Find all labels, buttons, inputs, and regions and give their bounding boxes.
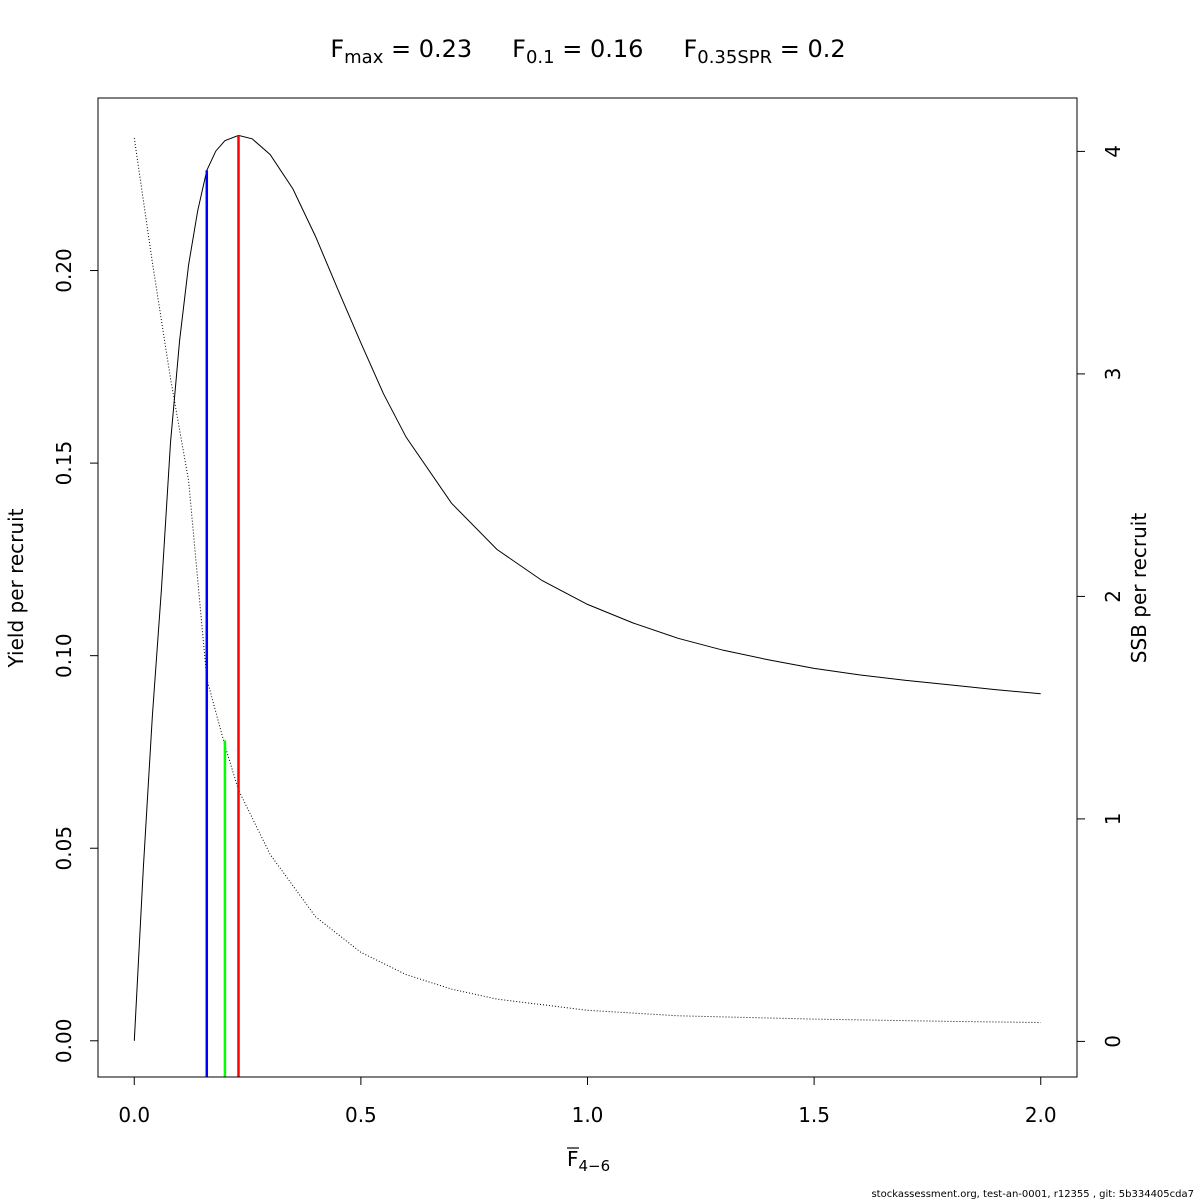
title-part-value: = 0.16 [555,35,644,63]
title-part-sub: max [344,47,384,68]
chart-title-text: Fmax = 0.23 F0.1 = 0.16 F0.35SPR = 0.2 [330,35,845,68]
y-axis-right: 0 1 2 3 4 [1076,145,1125,1048]
title-part-main: F [330,35,344,63]
reference-lines-layer [205,135,240,1077]
x-axis-label-text: F4−6 [567,1147,610,1175]
title-part-value: = 0.23 [383,35,472,63]
y-axis-label: Yield per recruit [4,508,28,668]
x-axis-label: F4−6 [567,1147,610,1175]
y-tick-label: 0.10 [52,633,76,678]
title-part-main: F [683,35,697,63]
y2-tick-label: 0 [1101,1035,1125,1048]
plot-frame [97,97,1078,1078]
title-part-main: F [512,35,526,63]
y2-tick-label: 3 [1101,368,1125,381]
ssb-per-recruit-line [133,138,1041,1023]
title-part-sub: 0.35SPR [697,47,772,68]
x-tick-label: 0.0 [118,1103,150,1127]
y-tick-label: 0.00 [52,1019,76,1064]
x-tick-label: 2.0 [1025,1103,1057,1127]
x-axis: 0.0 0.5 1.0 1.5 2.0 [118,1076,1057,1127]
title-part-value: = 0.2 [772,35,846,63]
x-tick-label: 0.5 [345,1103,377,1127]
title-part-sub: 0.1 [526,47,555,68]
yield-per-recruit-line [133,134,1041,1041]
x-axis-label-main: F [567,1147,579,1171]
y-tick-label: 0.15 [52,441,76,486]
y-axis-left: 0.00 0.05 0.10 0.15 0.20 [52,248,99,1064]
x-axis-label-sub: 4−6 [579,1157,611,1175]
y2-tick-label: 4 [1101,145,1125,158]
y-tick-label: 0.05 [52,826,76,871]
series-layer [133,134,1041,1041]
y2-tick-label: 1 [1101,813,1125,826]
y-tick-label: 0.20 [52,248,76,293]
chart-title: Fmax = 0.23 F0.1 = 0.16 F0.35SPR = 0.2 [330,35,845,68]
y-axis-right-label: SSB per recruit [1127,513,1151,664]
footer-text: stockassessment.org, test-an-0001, r1235… [871,1189,1194,1200]
y2-tick-label: 2 [1101,590,1125,603]
x-tick-label: 1.0 [572,1103,604,1127]
x-tick-label: 1.5 [798,1103,830,1127]
